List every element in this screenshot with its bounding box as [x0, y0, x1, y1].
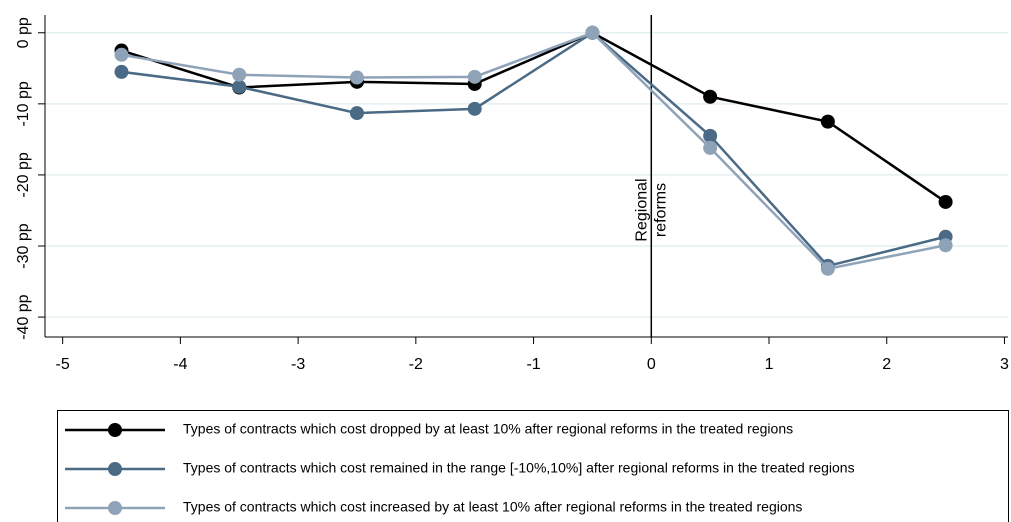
x-tick-label: 1 — [765, 356, 774, 373]
point — [703, 128, 718, 143]
x-tick-label: -5 — [56, 356, 70, 373]
annotation: reforms — [653, 183, 670, 237]
legend-box — [57, 410, 1009, 522]
y-tick-label: -10 pp — [15, 81, 32, 126]
legend-label: Types of contracts which cost remained i… — [183, 460, 855, 476]
point — [585, 25, 600, 40]
point — [467, 69, 482, 84]
point — [349, 70, 364, 85]
point — [703, 140, 718, 155]
x-tick-label: -3 — [291, 356, 305, 373]
legend-label: Types of contracts which cost dropped by… — [183, 421, 793, 437]
series-line — [121, 31, 946, 271]
legend-marker — [108, 462, 122, 476]
point — [820, 114, 835, 129]
point — [232, 79, 247, 94]
series-line — [121, 31, 947, 203]
x-tick-label: -4 — [173, 356, 187, 373]
point — [349, 106, 364, 121]
series-line — [121, 31, 946, 268]
point — [467, 101, 482, 116]
legend-label: Types of contracts which cost increased … — [183, 499, 802, 515]
point — [938, 238, 953, 253]
x-tick-label: 0 — [647, 356, 656, 373]
y-tick-label: 0 pp — [15, 17, 32, 48]
point — [232, 67, 247, 82]
x-tick-label: -1 — [526, 356, 540, 373]
y-tick-label: -30 pp — [15, 223, 32, 268]
point — [703, 89, 718, 104]
point — [820, 261, 835, 276]
x-tick-label: 2 — [882, 356, 891, 373]
point — [114, 64, 129, 79]
point — [114, 47, 129, 62]
legend-marker — [108, 501, 122, 515]
x-tick-label: -2 — [409, 356, 423, 373]
legend-marker — [108, 423, 122, 437]
x-tick-label: 3 — [1000, 356, 1009, 373]
annotation: Regional — [634, 178, 651, 241]
point — [938, 194, 953, 209]
y-tick-label: -20 pp — [15, 152, 32, 197]
y-tick-label: -40 pp — [15, 294, 32, 339]
